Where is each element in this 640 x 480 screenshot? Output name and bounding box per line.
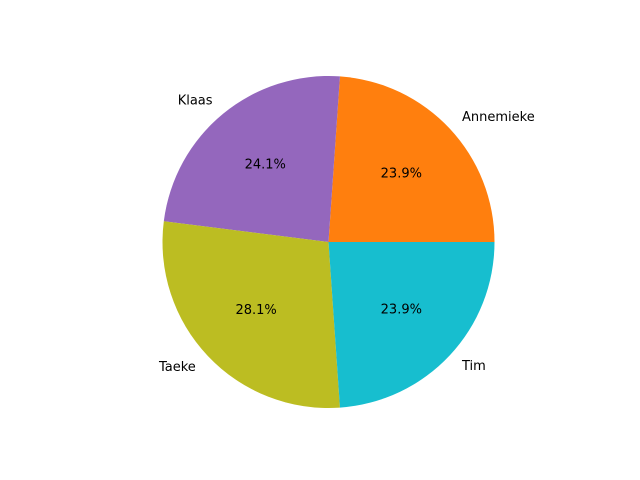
pie-slice-klaas <box>163 76 340 243</box>
slice-labels-layer: Annemieke Klaas Taeke Tim <box>158 93 535 374</box>
percent-labels-layer: 23.9% 24.1% 28.1% 23.9% <box>235 158 422 318</box>
slices-layer <box>162 76 495 408</box>
pie-slice-label-tim: Tim <box>461 359 486 374</box>
pie-percent-label-klaas: 24.1% <box>245 158 286 173</box>
pie-slice-label-klaas: Klaas <box>178 93 213 108</box>
pie-slice-label-annemieke: Annemieke <box>462 110 535 125</box>
pie-slice-label-taeke: Taeke <box>158 360 196 375</box>
pie-slice-tim <box>328 242 495 408</box>
pie-slice-annemieke <box>328 76 495 243</box>
pie-percent-label-taeke: 28.1% <box>235 303 276 318</box>
pie-percent-label-tim: 23.9% <box>381 302 422 317</box>
pie-percent-label-annemieke: 23.9% <box>381 167 422 182</box>
pie-slice-taeke <box>162 221 340 408</box>
